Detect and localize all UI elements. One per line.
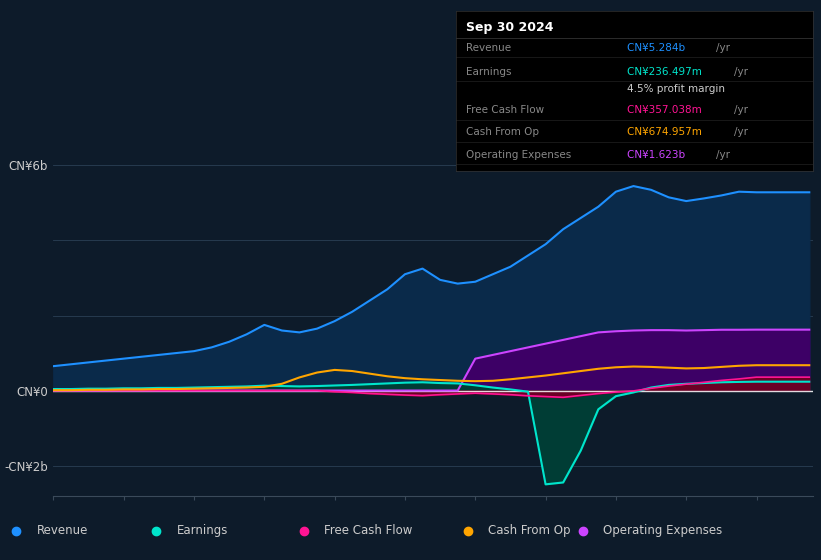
Text: CN¥5.284b: CN¥5.284b xyxy=(627,43,689,53)
Text: Cash From Op: Cash From Op xyxy=(488,524,571,538)
Text: Cash From Op: Cash From Op xyxy=(466,127,539,137)
Text: Revenue: Revenue xyxy=(466,43,511,53)
Text: CN¥1.623b: CN¥1.623b xyxy=(627,150,689,160)
Text: 4.5% profit margin: 4.5% profit margin xyxy=(627,84,725,94)
Text: Free Cash Flow: Free Cash Flow xyxy=(466,105,544,115)
Text: Revenue: Revenue xyxy=(37,524,89,538)
Text: /yr: /yr xyxy=(734,127,748,137)
Text: Free Cash Flow: Free Cash Flow xyxy=(324,524,413,538)
Text: CN¥357.038m: CN¥357.038m xyxy=(627,105,705,115)
Text: /yr: /yr xyxy=(734,105,748,115)
Text: /yr: /yr xyxy=(717,150,731,160)
Text: CN¥236.497m: CN¥236.497m xyxy=(627,67,705,77)
Text: Operating Expenses: Operating Expenses xyxy=(466,150,571,160)
Text: Operating Expenses: Operating Expenses xyxy=(603,524,722,538)
Text: Earnings: Earnings xyxy=(466,67,511,77)
Text: Sep 30 2024: Sep 30 2024 xyxy=(466,21,554,34)
Text: /yr: /yr xyxy=(717,43,731,53)
Text: Earnings: Earnings xyxy=(177,524,228,538)
Text: /yr: /yr xyxy=(734,67,748,77)
Text: CN¥674.957m: CN¥674.957m xyxy=(627,127,705,137)
